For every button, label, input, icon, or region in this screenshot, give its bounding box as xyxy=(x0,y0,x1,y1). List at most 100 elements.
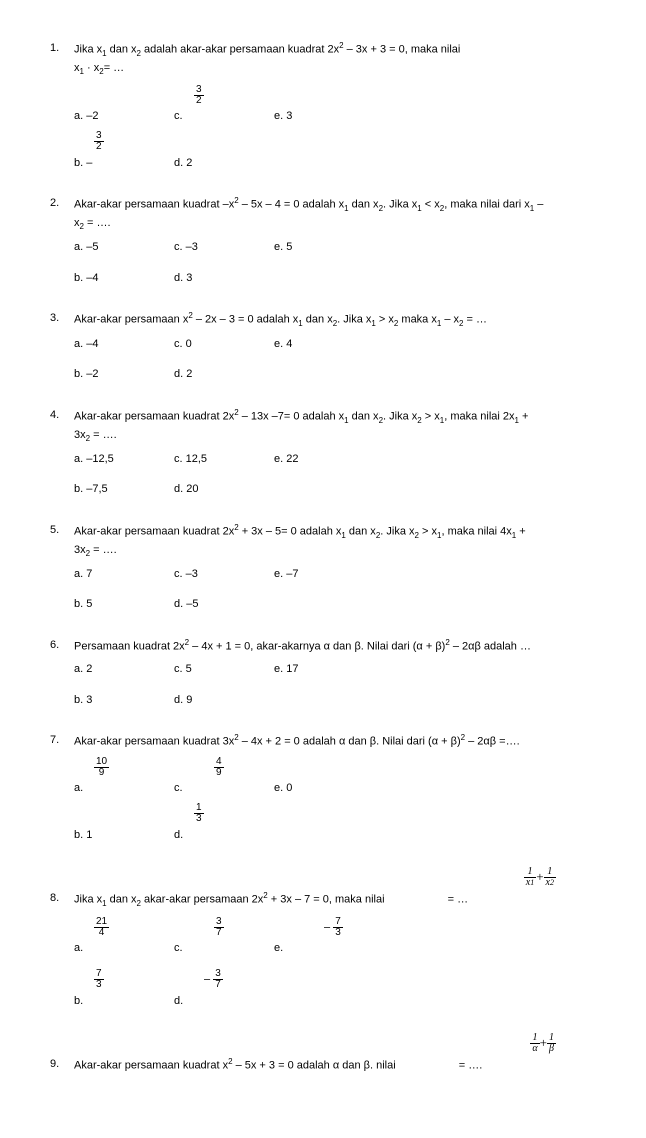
num: 21 xyxy=(94,917,109,928)
t: < x xyxy=(422,199,440,211)
qnum: 9. xyxy=(50,1056,74,1080)
neg: – xyxy=(324,921,333,933)
qbody: Jika x1 dan x2 adalah akar-akar persamaa… xyxy=(74,40,596,177)
opt-c: c. 5 xyxy=(174,661,274,678)
opt-row: b. 3 d. 9 xyxy=(74,692,596,715)
opt-row: b. –4 d. 3 xyxy=(74,270,596,293)
t: . Jika x xyxy=(383,199,417,211)
qtext: Akar-akar persamaan kuadrat –x2 – 5x – 4… xyxy=(74,195,596,233)
t: = …. xyxy=(90,429,117,441)
t: > x xyxy=(422,411,440,423)
qbody: Akar-akar persamaan kuadrat x2 – 5x + 3 … xyxy=(74,1056,596,1080)
qtext: Akar-akar persamaan kuadrat x2 – 5x + 3 … xyxy=(74,1056,596,1074)
qbody: Akar-akar persamaan kuadrat 3x2 – 4x + 2… xyxy=(74,732,596,849)
opt-row: b. d. xyxy=(74,993,596,1016)
t: akar-akar persamaan 2x xyxy=(141,894,263,906)
num: 7 xyxy=(333,917,343,928)
opt-row: a. –5 c. –3 e. 5 xyxy=(74,239,596,262)
qbody: Akar-akar persamaan kuadrat 2x2 – 13x –7… xyxy=(74,407,596,504)
den: 3 xyxy=(194,814,204,824)
t: dan x xyxy=(107,44,137,56)
opt-b: b. 1 xyxy=(74,827,174,844)
t: + 3x – 5= 0 adalah x xyxy=(239,526,342,538)
opt-c: c. xyxy=(174,940,274,957)
qbody: Jika x1 dan x2 akar-akar persamaan 2x2 +… xyxy=(74,890,596,1015)
opt-row: a. –12,5 c. 12,5 e. 22 xyxy=(74,451,596,474)
fraction: 37 xyxy=(214,917,224,938)
t: – 4x + 2 = 0 adalah α dan β. Nilai dari … xyxy=(239,736,461,748)
t: . Jika x xyxy=(337,314,371,326)
t: > x xyxy=(376,314,394,326)
t: = … xyxy=(448,894,468,906)
expr-q8: 1x1 + 1x2 xyxy=(50,867,596,888)
opt-e: e. 0 xyxy=(274,780,374,797)
den: β xyxy=(547,1044,556,1054)
plus: + xyxy=(536,867,543,888)
question-1: 1. Jika x1 dan x2 adalah akar-akar persa… xyxy=(50,40,596,177)
t: Jika x xyxy=(74,44,102,56)
t: + xyxy=(519,411,528,423)
opt-row: b. – d. 2 xyxy=(74,155,596,178)
den: 9 xyxy=(214,768,224,778)
qtext: Akar-akar persamaan kuadrat 3x2 – 4x + 2… xyxy=(74,732,596,750)
qnum: 2. xyxy=(50,195,74,292)
opt-c: c. –3 xyxy=(174,566,274,583)
opt-row: a. 2 c. 5 e. 17 xyxy=(74,661,596,684)
qnum: 5. xyxy=(50,522,74,619)
qnum: 8. xyxy=(50,890,74,1015)
t: Akar-akar persamaan kuadrat 2x xyxy=(74,526,234,538)
qnum: 7. xyxy=(50,732,74,849)
t: Akar-akar persamaan x xyxy=(74,314,188,326)
t: 3x xyxy=(74,429,86,441)
opt-d: d. xyxy=(174,993,274,1010)
opt-b: b. xyxy=(74,993,174,1010)
fraction: 32 xyxy=(94,131,104,152)
t: – 2αβ adalah … xyxy=(450,641,531,653)
qbody: Akar-akar persamaan x2 – 2x – 3 = 0 adal… xyxy=(74,310,596,389)
t: = … xyxy=(464,314,488,326)
qbody: Akar-akar persamaan kuadrat 2x2 + 3x – 5… xyxy=(74,522,596,619)
den: 9 xyxy=(94,768,109,778)
frac-row: 214 37 – 73 xyxy=(74,916,596,938)
opt-e: e. xyxy=(274,940,374,957)
sub: 1 xyxy=(530,878,534,887)
t: + 3x – 7 = 0, maka nilai xyxy=(268,894,388,906)
t: adalah akar-akar persamaan kuadrat 2x xyxy=(141,44,339,56)
qtext: Akar-akar persamaan x2 – 2x – 3 = 0 adal… xyxy=(74,310,596,330)
t: = …. xyxy=(90,544,117,556)
opt-c: c. –3 xyxy=(174,239,274,256)
opt-row: b. 1 d. xyxy=(74,827,596,850)
opt-e: e. 22 xyxy=(274,451,374,468)
t: – xyxy=(534,199,543,211)
qnum: 1. xyxy=(50,40,74,177)
den: α xyxy=(530,1044,539,1054)
frac-row: 13 xyxy=(74,803,596,825)
t: Akar-akar persamaan kuadrat x xyxy=(74,1060,228,1072)
opt-d: d. 3 xyxy=(174,270,274,287)
opt-b: b. 5 xyxy=(74,596,174,613)
question-8: 8. Jika x1 dan x2 akar-akar persamaan 2x… xyxy=(50,890,596,1015)
t: . Jika x xyxy=(383,411,417,423)
opt-d: d. xyxy=(174,827,274,844)
den: x2 xyxy=(544,878,556,888)
question-6: 6. Persamaan kuadrat 2x2 – 4x + 1 = 0, a… xyxy=(50,637,596,714)
qbody: Akar-akar persamaan kuadrat –x2 – 5x – 4… xyxy=(74,195,596,292)
t: – 4x + 1 = 0, akar-akarnya α dan β. Nila… xyxy=(189,641,445,653)
qtext: Akar-akar persamaan kuadrat 2x2 + 3x – 5… xyxy=(74,522,596,560)
opt-row: b. –2 d. 2 xyxy=(74,366,596,389)
opt-c: c. xyxy=(174,108,274,125)
den: 4 xyxy=(94,928,109,938)
t: . Jika x xyxy=(380,526,414,538)
t: = …. xyxy=(459,1060,483,1072)
t: = …. xyxy=(84,217,111,229)
expr-q9: 1α + 1β xyxy=(50,1033,596,1054)
opt-b: b. 3 xyxy=(74,692,174,709)
opt-b: b. –4 xyxy=(74,270,174,287)
t: – 3x + 3 = 0, maka nilai xyxy=(344,44,461,56)
opt-a: a. –2 xyxy=(74,108,174,125)
qtext: Akar-akar persamaan kuadrat 2x2 – 13x –7… xyxy=(74,407,596,445)
t: Akar-akar persamaan kuadrat 3x xyxy=(74,736,234,748)
opt-a: a. –4 xyxy=(74,336,174,353)
question-4: 4. Akar-akar persamaan kuadrat 2x2 – 13x… xyxy=(50,407,596,504)
t: – x xyxy=(441,314,459,326)
